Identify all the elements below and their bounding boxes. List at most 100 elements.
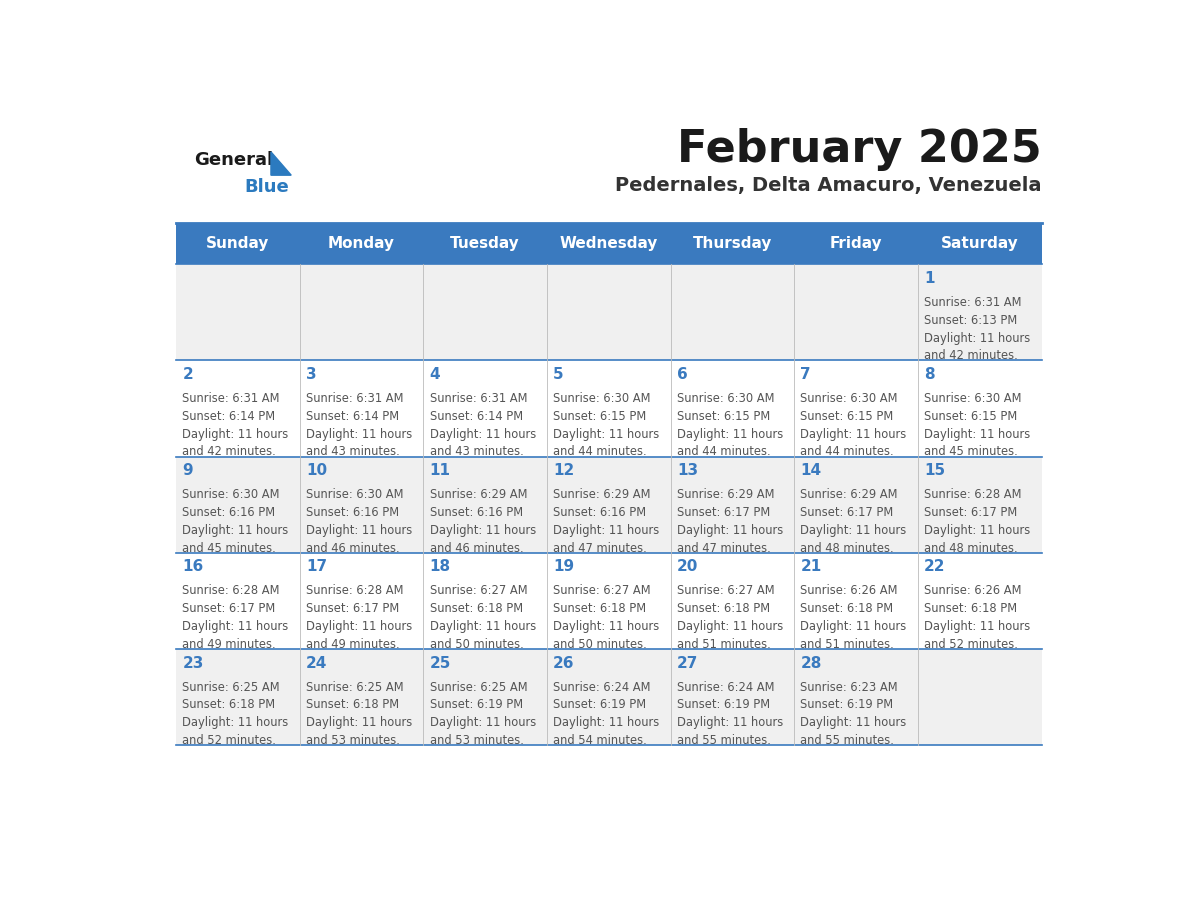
Bar [176,223,1042,264]
Text: Sunrise: 6:31 AM: Sunrise: 6:31 AM [924,296,1022,309]
Text: Tuesday: Tuesday [450,236,520,252]
Text: Daylight: 11 hours: Daylight: 11 hours [430,716,536,729]
Text: Sunset: 6:19 PM: Sunset: 6:19 PM [677,699,770,711]
Text: and 48 minutes.: and 48 minutes. [924,542,1018,554]
Text: and 51 minutes.: and 51 minutes. [677,638,771,651]
Text: Daylight: 11 hours: Daylight: 11 hours [924,524,1030,537]
Text: 13: 13 [677,464,699,478]
Text: Sunset: 6:17 PM: Sunset: 6:17 PM [182,602,276,615]
Text: and 49 minutes.: and 49 minutes. [307,638,399,651]
Text: Daylight: 11 hours: Daylight: 11 hours [182,524,289,537]
Text: Sunrise: 6:24 AM: Sunrise: 6:24 AM [677,680,775,693]
Text: Daylight: 11 hours: Daylight: 11 hours [801,428,906,441]
Text: 28: 28 [801,655,822,670]
Text: Sunset: 6:14 PM: Sunset: 6:14 PM [430,410,523,423]
Text: 18: 18 [430,559,450,575]
Bar [176,361,1042,456]
Text: Sunset: 6:16 PM: Sunset: 6:16 PM [307,506,399,519]
Text: 12: 12 [554,464,575,478]
Text: Daylight: 11 hours: Daylight: 11 hours [924,428,1030,441]
Text: Daylight: 11 hours: Daylight: 11 hours [182,428,289,441]
Text: 27: 27 [677,655,699,670]
Text: Sunrise: 6:31 AM: Sunrise: 6:31 AM [182,392,280,405]
Text: and 43 minutes.: and 43 minutes. [430,445,524,458]
Text: Sunset: 6:17 PM: Sunset: 6:17 PM [801,506,893,519]
Text: and 50 minutes.: and 50 minutes. [430,638,524,651]
Bar [176,649,1042,744]
Text: and 55 minutes.: and 55 minutes. [677,733,771,747]
Text: Daylight: 11 hours: Daylight: 11 hours [307,428,412,441]
Text: Daylight: 11 hours: Daylight: 11 hours [430,524,536,537]
Text: Sunrise: 6:29 AM: Sunrise: 6:29 AM [801,488,898,501]
Text: Sunset: 6:18 PM: Sunset: 6:18 PM [677,602,770,615]
Text: Sunrise: 6:28 AM: Sunrise: 6:28 AM [307,585,404,598]
Text: and 45 minutes.: and 45 minutes. [182,542,276,554]
Text: Sunrise: 6:31 AM: Sunrise: 6:31 AM [430,392,527,405]
Text: 25: 25 [430,655,451,670]
Text: and 51 minutes.: and 51 minutes. [801,638,895,651]
Text: 10: 10 [307,464,327,478]
Text: Sunrise: 6:30 AM: Sunrise: 6:30 AM [554,392,651,405]
Text: Daylight: 11 hours: Daylight: 11 hours [924,620,1030,633]
Text: Sunset: 6:18 PM: Sunset: 6:18 PM [307,699,399,711]
Text: 2: 2 [182,367,194,382]
Text: 1: 1 [924,271,935,286]
Text: and 43 minutes.: and 43 minutes. [307,445,399,458]
Text: and 49 minutes.: and 49 minutes. [182,638,276,651]
Text: Sunrise: 6:28 AM: Sunrise: 6:28 AM [182,585,280,598]
Text: Sunset: 6:13 PM: Sunset: 6:13 PM [924,314,1017,327]
Text: Sunset: 6:17 PM: Sunset: 6:17 PM [307,602,399,615]
Text: and 52 minutes.: and 52 minutes. [182,733,276,747]
Text: Sunrise: 6:30 AM: Sunrise: 6:30 AM [307,488,404,501]
Text: Sunrise: 6:26 AM: Sunrise: 6:26 AM [924,585,1022,598]
Text: Sunset: 6:19 PM: Sunset: 6:19 PM [430,699,523,711]
Text: Sunset: 6:19 PM: Sunset: 6:19 PM [554,699,646,711]
Text: Sunset: 6:16 PM: Sunset: 6:16 PM [430,506,523,519]
Text: 20: 20 [677,559,699,575]
Text: 14: 14 [801,464,822,478]
Text: Daylight: 11 hours: Daylight: 11 hours [677,620,783,633]
Text: and 47 minutes.: and 47 minutes. [554,542,647,554]
Text: Sunrise: 6:30 AM: Sunrise: 6:30 AM [677,392,775,405]
Text: Daylight: 11 hours: Daylight: 11 hours [677,524,783,537]
Text: Daylight: 11 hours: Daylight: 11 hours [307,716,412,729]
Text: and 53 minutes.: and 53 minutes. [430,733,524,747]
Text: 17: 17 [307,559,327,575]
Text: 24: 24 [307,655,328,670]
Text: Sunrise: 6:29 AM: Sunrise: 6:29 AM [677,488,775,501]
Text: 6: 6 [677,367,688,382]
Text: Daylight: 11 hours: Daylight: 11 hours [801,524,906,537]
Text: Daylight: 11 hours: Daylight: 11 hours [430,620,536,633]
Text: 9: 9 [182,464,192,478]
Text: Friday: Friday [829,236,883,252]
Text: Daylight: 11 hours: Daylight: 11 hours [554,716,659,729]
Text: General: General [195,151,273,169]
Text: and 53 minutes.: and 53 minutes. [307,733,400,747]
Text: Wednesday: Wednesday [560,236,658,252]
Text: and 46 minutes.: and 46 minutes. [307,542,399,554]
Text: Sunset: 6:17 PM: Sunset: 6:17 PM [924,506,1017,519]
Text: Daylight: 11 hours: Daylight: 11 hours [677,716,783,729]
Text: and 42 minutes.: and 42 minutes. [182,445,276,458]
Text: 16: 16 [182,559,203,575]
Text: Daylight: 11 hours: Daylight: 11 hours [430,428,536,441]
Text: Sunrise: 6:23 AM: Sunrise: 6:23 AM [801,680,898,693]
Text: and 44 minutes.: and 44 minutes. [801,445,895,458]
Text: Sunrise: 6:26 AM: Sunrise: 6:26 AM [801,585,898,598]
Text: Sunrise: 6:30 AM: Sunrise: 6:30 AM [801,392,898,405]
Text: Sunrise: 6:27 AM: Sunrise: 6:27 AM [554,585,651,598]
Polygon shape [271,151,291,175]
Text: and 50 minutes.: and 50 minutes. [554,638,647,651]
Text: Sunrise: 6:27 AM: Sunrise: 6:27 AM [677,585,775,598]
Text: Daylight: 11 hours: Daylight: 11 hours [554,428,659,441]
Text: Sunrise: 6:29 AM: Sunrise: 6:29 AM [554,488,651,501]
Text: 8: 8 [924,367,935,382]
Text: Daylight: 11 hours: Daylight: 11 hours [801,620,906,633]
Text: and 46 minutes.: and 46 minutes. [430,542,523,554]
Text: 15: 15 [924,464,946,478]
Text: 21: 21 [801,559,822,575]
Text: February 2025: February 2025 [677,128,1042,171]
Text: Sunrise: 6:31 AM: Sunrise: 6:31 AM [307,392,404,405]
Text: 19: 19 [554,559,574,575]
Text: Blue: Blue [245,177,289,196]
